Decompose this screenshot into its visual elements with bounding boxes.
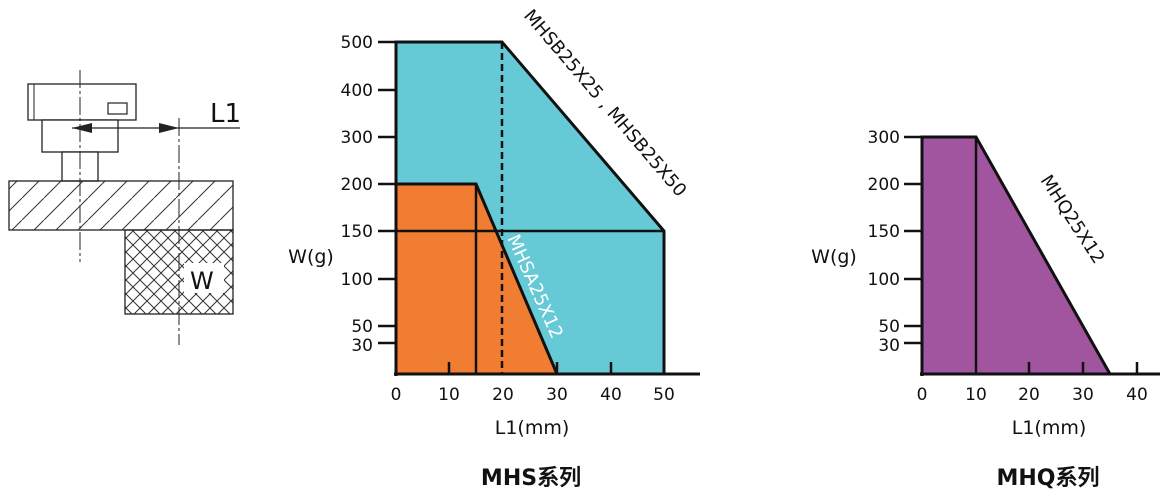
- mhs-y-label-100: 100: [341, 270, 373, 290]
- mhs-y-label-400: 400: [341, 81, 373, 101]
- l1-arrow-left: [72, 123, 92, 133]
- mhq-y-axis-title: W(g): [811, 246, 857, 268]
- mhq-x-label-10: 10: [965, 385, 987, 405]
- mhs-x-label-10: 10: [438, 385, 460, 405]
- mhq-curve-label: MHQ25X12: [1036, 171, 1109, 267]
- w-label: W: [190, 267, 214, 295]
- mhq-x-ticks: 0 10 20 30 40: [917, 362, 1148, 405]
- mhq-y-ticks: 300 200 150 100 50 30: [868, 128, 922, 356]
- mhq-title: MHQ系列: [996, 466, 1099, 491]
- mhq-area: [920, 135, 1113, 376]
- gripper-body: [27, 83, 137, 121]
- mhs-y-axis-title: W(g): [288, 246, 334, 268]
- mhq-x-label-30: 30: [1072, 385, 1094, 405]
- mhq-y-label-150: 150: [868, 222, 900, 242]
- mhs-y-label-300: 300: [341, 128, 373, 148]
- mhs-y-ticks: 500 400 300 200 150 100 50 30: [341, 33, 396, 356]
- mhq-x-axis-title: L1(mm): [1012, 417, 1087, 439]
- mhs-y-label-200: 200: [341, 175, 373, 195]
- mhs-x-axis-title: L1(mm): [495, 417, 570, 439]
- mhs-x-label-20: 20: [492, 385, 514, 405]
- mhq-chart: 300 200 150 100 50 30 0 10 20 30 40 L1(m…: [811, 128, 1160, 491]
- mhs-x-label-0: 0: [391, 385, 402, 405]
- mhq-x-label-0: 0: [917, 385, 928, 405]
- workpiece-plate: [8, 180, 234, 231]
- mhq-y-label-30: 30: [878, 336, 900, 356]
- mhs-y-label-30: 30: [351, 336, 373, 356]
- mhs-y-label-150: 150: [341, 222, 373, 242]
- mhs-x-label-50: 50: [653, 385, 675, 405]
- mhq-y-label-300: 300: [868, 128, 900, 148]
- mhq-x-label-40: 40: [1126, 385, 1148, 405]
- l1-arrow-right: [159, 123, 179, 133]
- mhq-y-label-100: 100: [868, 270, 900, 290]
- gripper-port: [107, 102, 128, 115]
- mhs-chart: 500 400 300 200 150 100 50 30 0 10 20 30…: [288, 6, 700, 491]
- mhq-y-label-200: 200: [868, 175, 900, 195]
- gripper-illustration: W L1: [8, 70, 241, 345]
- mhq-y-label-50: 50: [878, 317, 900, 337]
- l1-label: L1: [210, 99, 241, 129]
- mhq-x-label-20: 20: [1018, 385, 1040, 405]
- mhs-y-label-50: 50: [351, 317, 373, 337]
- workpiece-label-bg: [184, 263, 224, 293]
- mhs-x-label-30: 30: [546, 385, 568, 405]
- mhs-x-label-40: 40: [600, 385, 622, 405]
- mhs-x-ticks: 0 10 20 30 40 50: [391, 362, 675, 405]
- mhs-title: MHS系列: [481, 466, 581, 491]
- mhs-y-label-500: 500: [341, 33, 373, 53]
